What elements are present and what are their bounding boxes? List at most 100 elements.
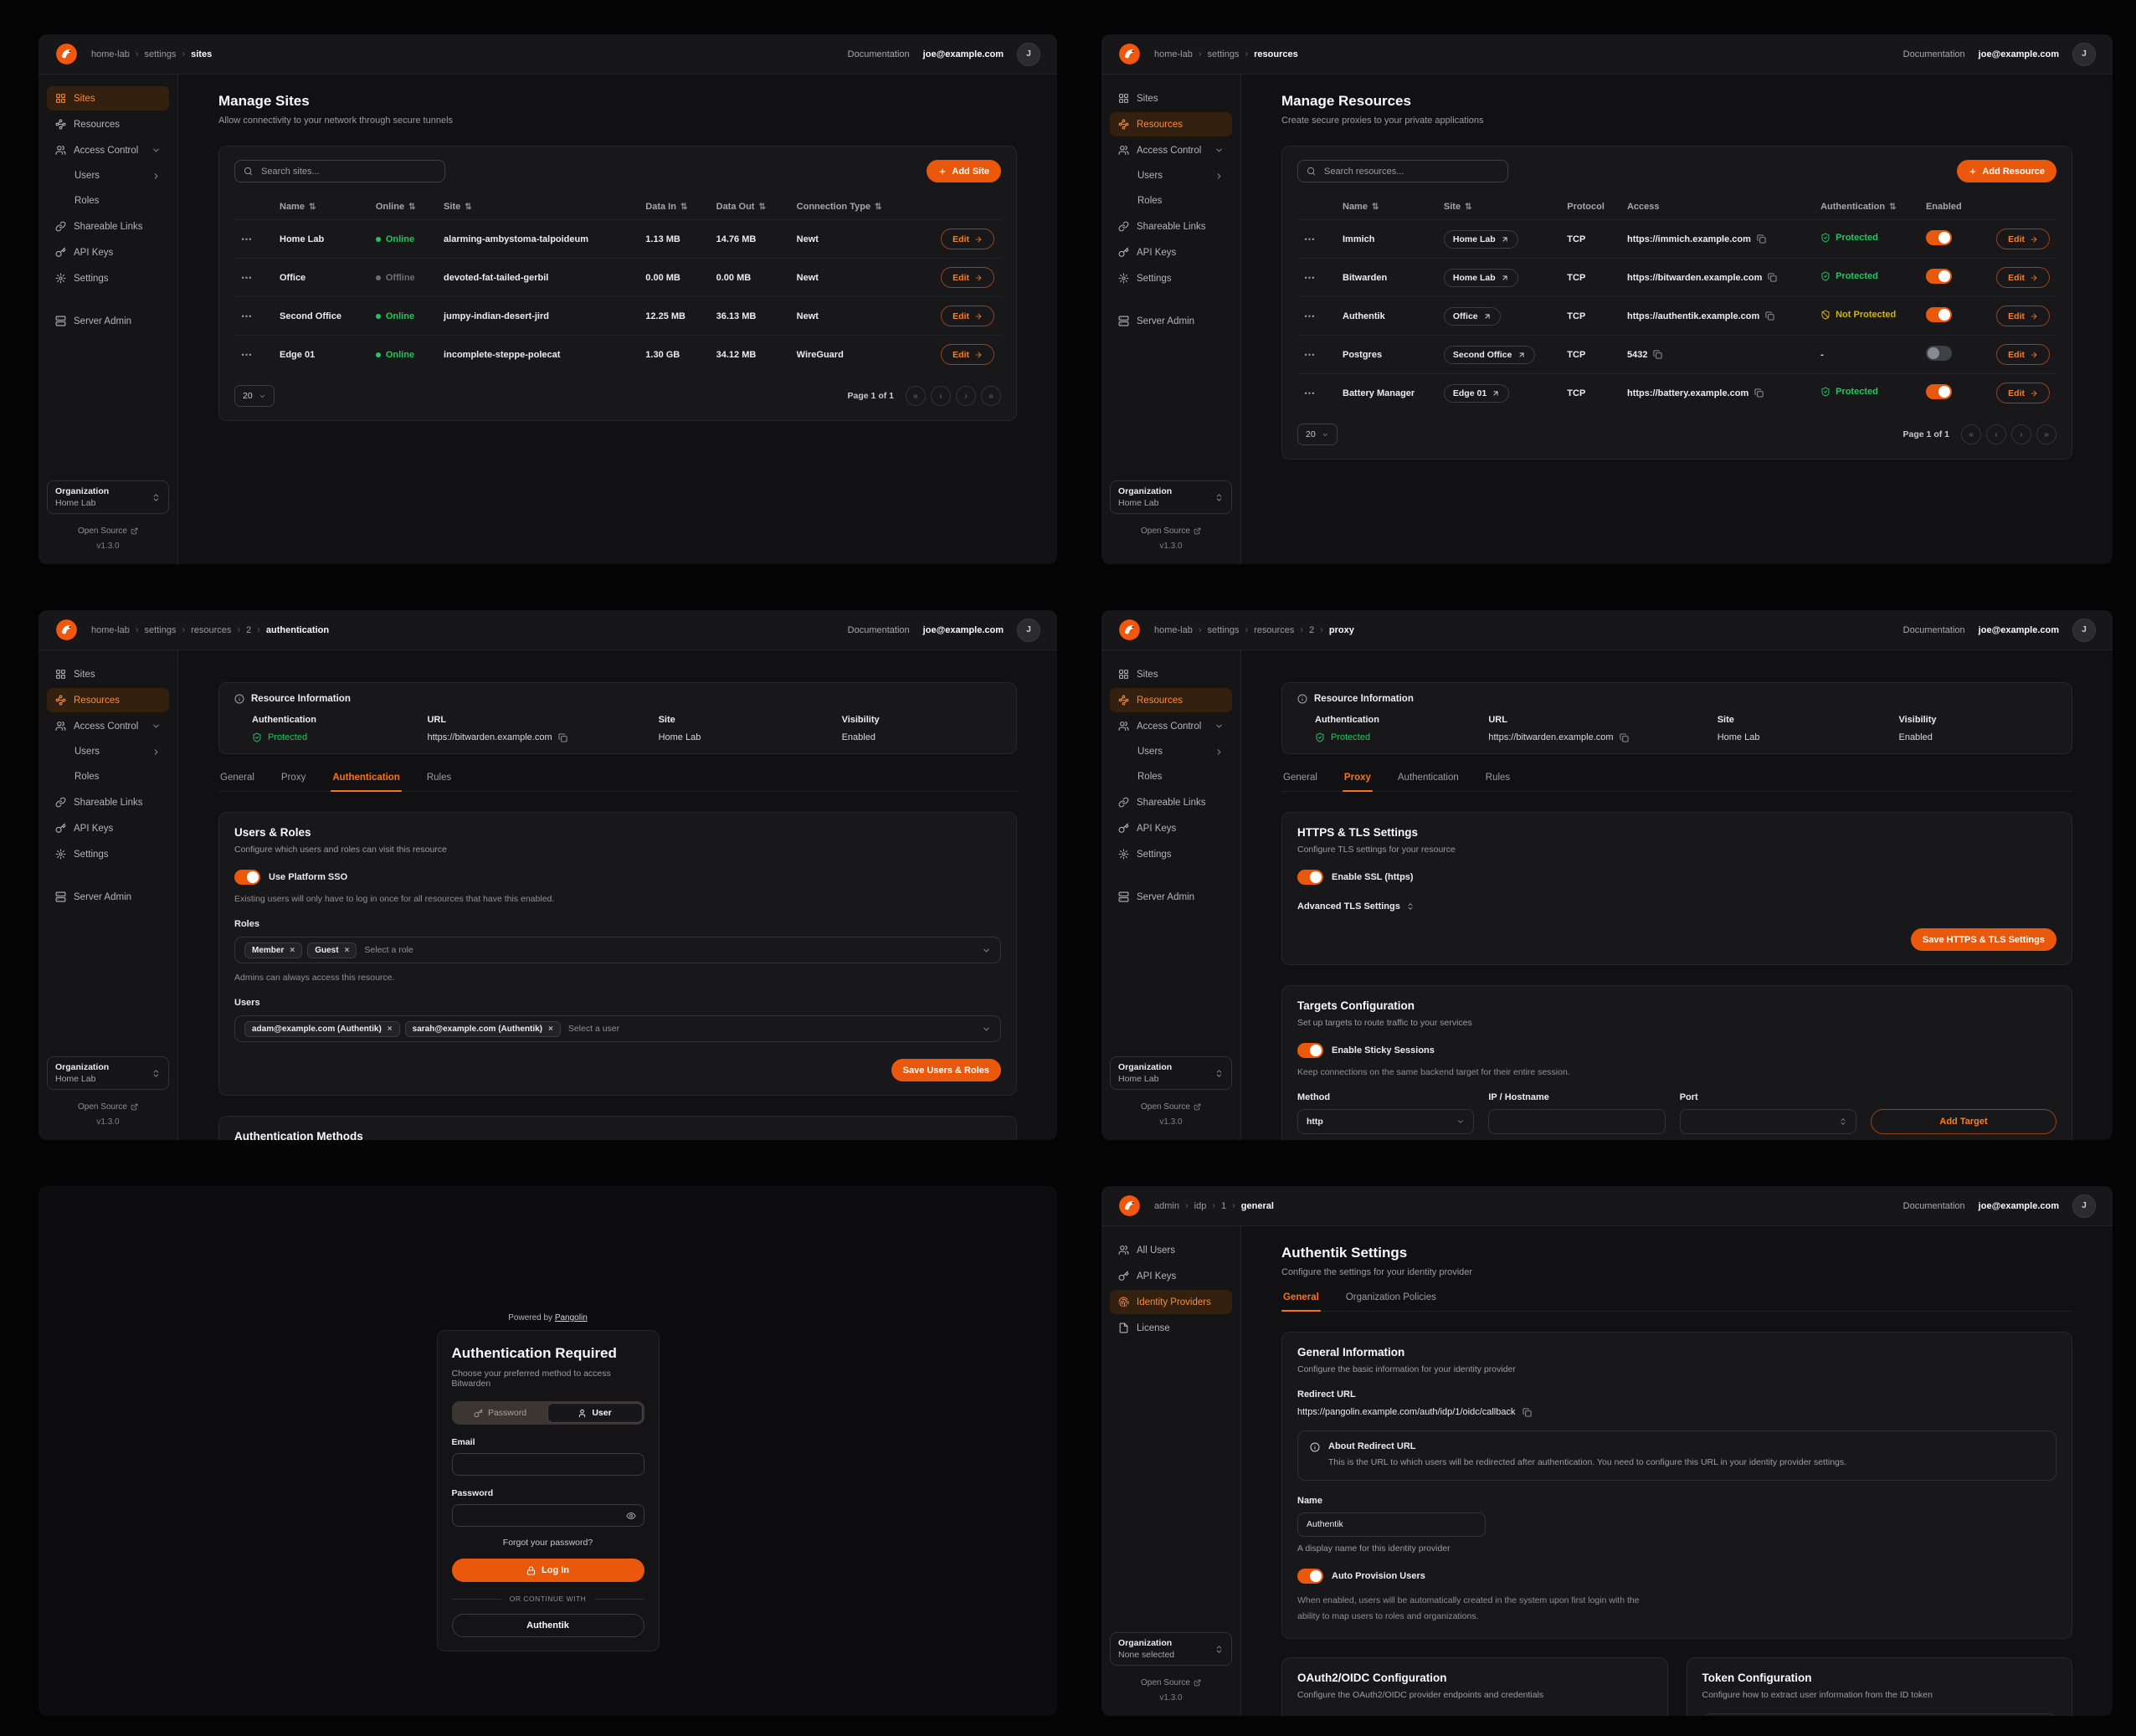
add-target-button[interactable]: Add Target [1871, 1109, 2056, 1134]
column-header-site[interactable]: Site ⇅ [444, 202, 472, 212]
tab-user[interactable]: User [547, 1403, 643, 1423]
column-header-data-out[interactable]: Data Out ⇅ [716, 202, 766, 212]
open-source-link[interactable]: Open Source [1141, 1102, 1201, 1112]
sidebar-item[interactable]: Access Control [1110, 714, 1232, 738]
copy-icon[interactable] [1754, 388, 1764, 398]
sidebar-item[interactable]: Sites [1110, 86, 1232, 110]
breadcrumb-item[interactable]: proxy [1328, 624, 1354, 635]
edit-button[interactable]: Edit [941, 267, 994, 288]
documentation-link[interactable]: Documentation [1902, 1200, 1965, 1211]
add-resource-button[interactable]: Add Resource [1957, 160, 2056, 182]
site-link-chip[interactable]: Edge 01 [1443, 383, 1510, 403]
breadcrumb-item[interactable]: general [1240, 1200, 1274, 1211]
breadcrumb-item[interactable]: home-lab [1154, 624, 1193, 635]
enabled-toggle[interactable] [1925, 346, 1952, 361]
sidebar-item[interactable]: Settings [47, 266, 169, 290]
column-header-connection-type[interactable]: Connection Type ⇅ [796, 202, 882, 212]
organization-picker[interactable]: Organization Home Lab [47, 1056, 169, 1090]
advanced-tls-settings[interactable]: Advanced TLS Settings [1297, 901, 2056, 912]
column-header-online[interactable]: Online ⇅ [375, 202, 416, 212]
next-page-button[interactable]: › [956, 386, 976, 406]
sidebar-item[interactable]: Settings [47, 842, 169, 866]
page-size-select[interactable]: 20 [1297, 424, 1338, 445]
breadcrumb-item[interactable]: 2 [246, 624, 252, 635]
sidebar-item[interactable]: Settings [1110, 842, 1232, 866]
row-menu-button[interactable]: ⋯ [1304, 309, 1316, 322]
sidebar-item[interactable]: API Keys [1110, 1264, 1232, 1288]
copy-icon[interactable] [1620, 733, 1629, 742]
auto-provision-toggle[interactable] [1297, 1568, 1323, 1584]
users-select[interactable]: adam@example.com (Authentik) × sarah@examp… [234, 1015, 1001, 1042]
sidebar-item[interactable]: Roles [47, 189, 169, 213]
sidebar-item[interactable]: All Users [1110, 1238, 1232, 1262]
sidebar-item[interactable]: API Keys [47, 816, 169, 840]
column-header-site[interactable]: Site ⇅ [1443, 202, 1472, 212]
authentik-login-button[interactable]: Authentik [451, 1614, 644, 1637]
page-size-select[interactable]: 20 [234, 385, 275, 407]
tab-general[interactable]: General [220, 773, 254, 783]
sidebar-item[interactable]: Shareable Links [47, 214, 169, 239]
last-page-button[interactable]: » [2036, 424, 2056, 444]
breadcrumb-item[interactable]: settings [144, 624, 177, 635]
edit-button[interactable]: Edit [941, 344, 994, 365]
edit-button[interactable]: Edit [1996, 229, 2050, 249]
name-input[interactable]: Authentik [1297, 1512, 1486, 1537]
row-menu-button[interactable]: ⋯ [1304, 232, 1316, 245]
breadcrumb-item[interactable]: settings [1207, 49, 1240, 59]
enable-ssl-toggle[interactable] [1297, 870, 1323, 885]
documentation-link[interactable]: Documentation [1902, 624, 1965, 635]
breadcrumb-item[interactable]: 2 [1309, 624, 1315, 635]
sidebar-item[interactable]: Access Control [47, 138, 169, 162]
sidebar-item[interactable]: Shareable Links [1110, 214, 1232, 239]
sidebar-item[interactable]: Users [1110, 164, 1232, 187]
pangolin-logo-icon[interactable] [1118, 43, 1141, 65]
sidebar-item[interactable]: Resources [47, 112, 169, 136]
row-menu-button[interactable]: ⋯ [1304, 386, 1316, 399]
pangolin-logo-icon[interactable] [55, 43, 78, 65]
tab-authentication[interactable]: Authentication [1397, 773, 1459, 783]
save-users-roles-button[interactable]: Save Users & Roles [891, 1059, 1001, 1081]
site-link-chip[interactable]: Office [1443, 306, 1501, 326]
sidebar-item[interactable]: Server Admin [1110, 885, 1232, 909]
user-avatar[interactable]: J [2072, 1194, 2096, 1218]
search-input[interactable] [1322, 165, 1499, 177]
breadcrumb-item[interactable]: home-lab [91, 49, 130, 59]
sidebar-item[interactable]: Shareable Links [47, 790, 169, 814]
remove-chip-icon[interactable]: × [387, 1024, 393, 1034]
use-platform-sso-toggle[interactable] [234, 870, 260, 885]
remove-chip-icon[interactable]: × [344, 945, 350, 955]
user-avatar[interactable]: J [2072, 618, 2096, 642]
column-header-authentication[interactable]: Authentication ⇅ [1820, 202, 1897, 212]
copy-icon[interactable] [1757, 234, 1766, 244]
sidebar-item[interactable]: API Keys [1110, 240, 1232, 265]
edit-button[interactable]: Edit [1996, 306, 2050, 326]
sidebar-item[interactable]: Sites [47, 662, 169, 686]
remove-chip-icon[interactable]: × [548, 1024, 553, 1034]
tab-general[interactable]: General [1281, 1292, 1321, 1312]
breadcrumb-item[interactable]: home-lab [91, 624, 130, 635]
pangolin-link[interactable]: Pangolin [554, 1313, 588, 1323]
edit-button[interactable]: Edit [1996, 267, 2050, 288]
breadcrumb-item[interactable]: admin [1154, 1200, 1179, 1211]
tab-password[interactable]: Password [454, 1403, 547, 1423]
breadcrumb-item[interactable]: resources [191, 624, 232, 635]
organization-picker[interactable]: Organization Home Lab [1110, 1056, 1232, 1090]
user-avatar[interactable]: J [1017, 42, 1040, 66]
breadcrumb-item[interactable]: idp [1194, 1200, 1207, 1211]
last-page-button[interactable]: » [981, 386, 1001, 406]
copy-icon[interactable] [558, 733, 567, 742]
search-input-wrap[interactable] [1297, 160, 1508, 182]
pangolin-logo-icon[interactable] [1118, 619, 1141, 641]
sidebar-item[interactable]: API Keys [47, 240, 169, 265]
open-source-link[interactable]: Open Source [78, 1102, 138, 1112]
sticky-sessions-toggle[interactable] [1297, 1043, 1323, 1058]
row-menu-button[interactable]: ⋯ [241, 232, 253, 245]
sidebar-item[interactable]: Access Control [47, 714, 169, 738]
copy-icon[interactable] [1768, 273, 1777, 282]
breadcrumb-item[interactable]: authentication [265, 624, 330, 635]
search-input[interactable] [259, 165, 436, 177]
breadcrumb-item[interactable]: settings [1207, 624, 1240, 635]
organization-picker[interactable]: Organization Home Lab [1110, 480, 1232, 514]
sidebar-item[interactable]: Roles [1110, 189, 1232, 213]
prev-page-button[interactable]: ‹ [1986, 424, 2006, 444]
